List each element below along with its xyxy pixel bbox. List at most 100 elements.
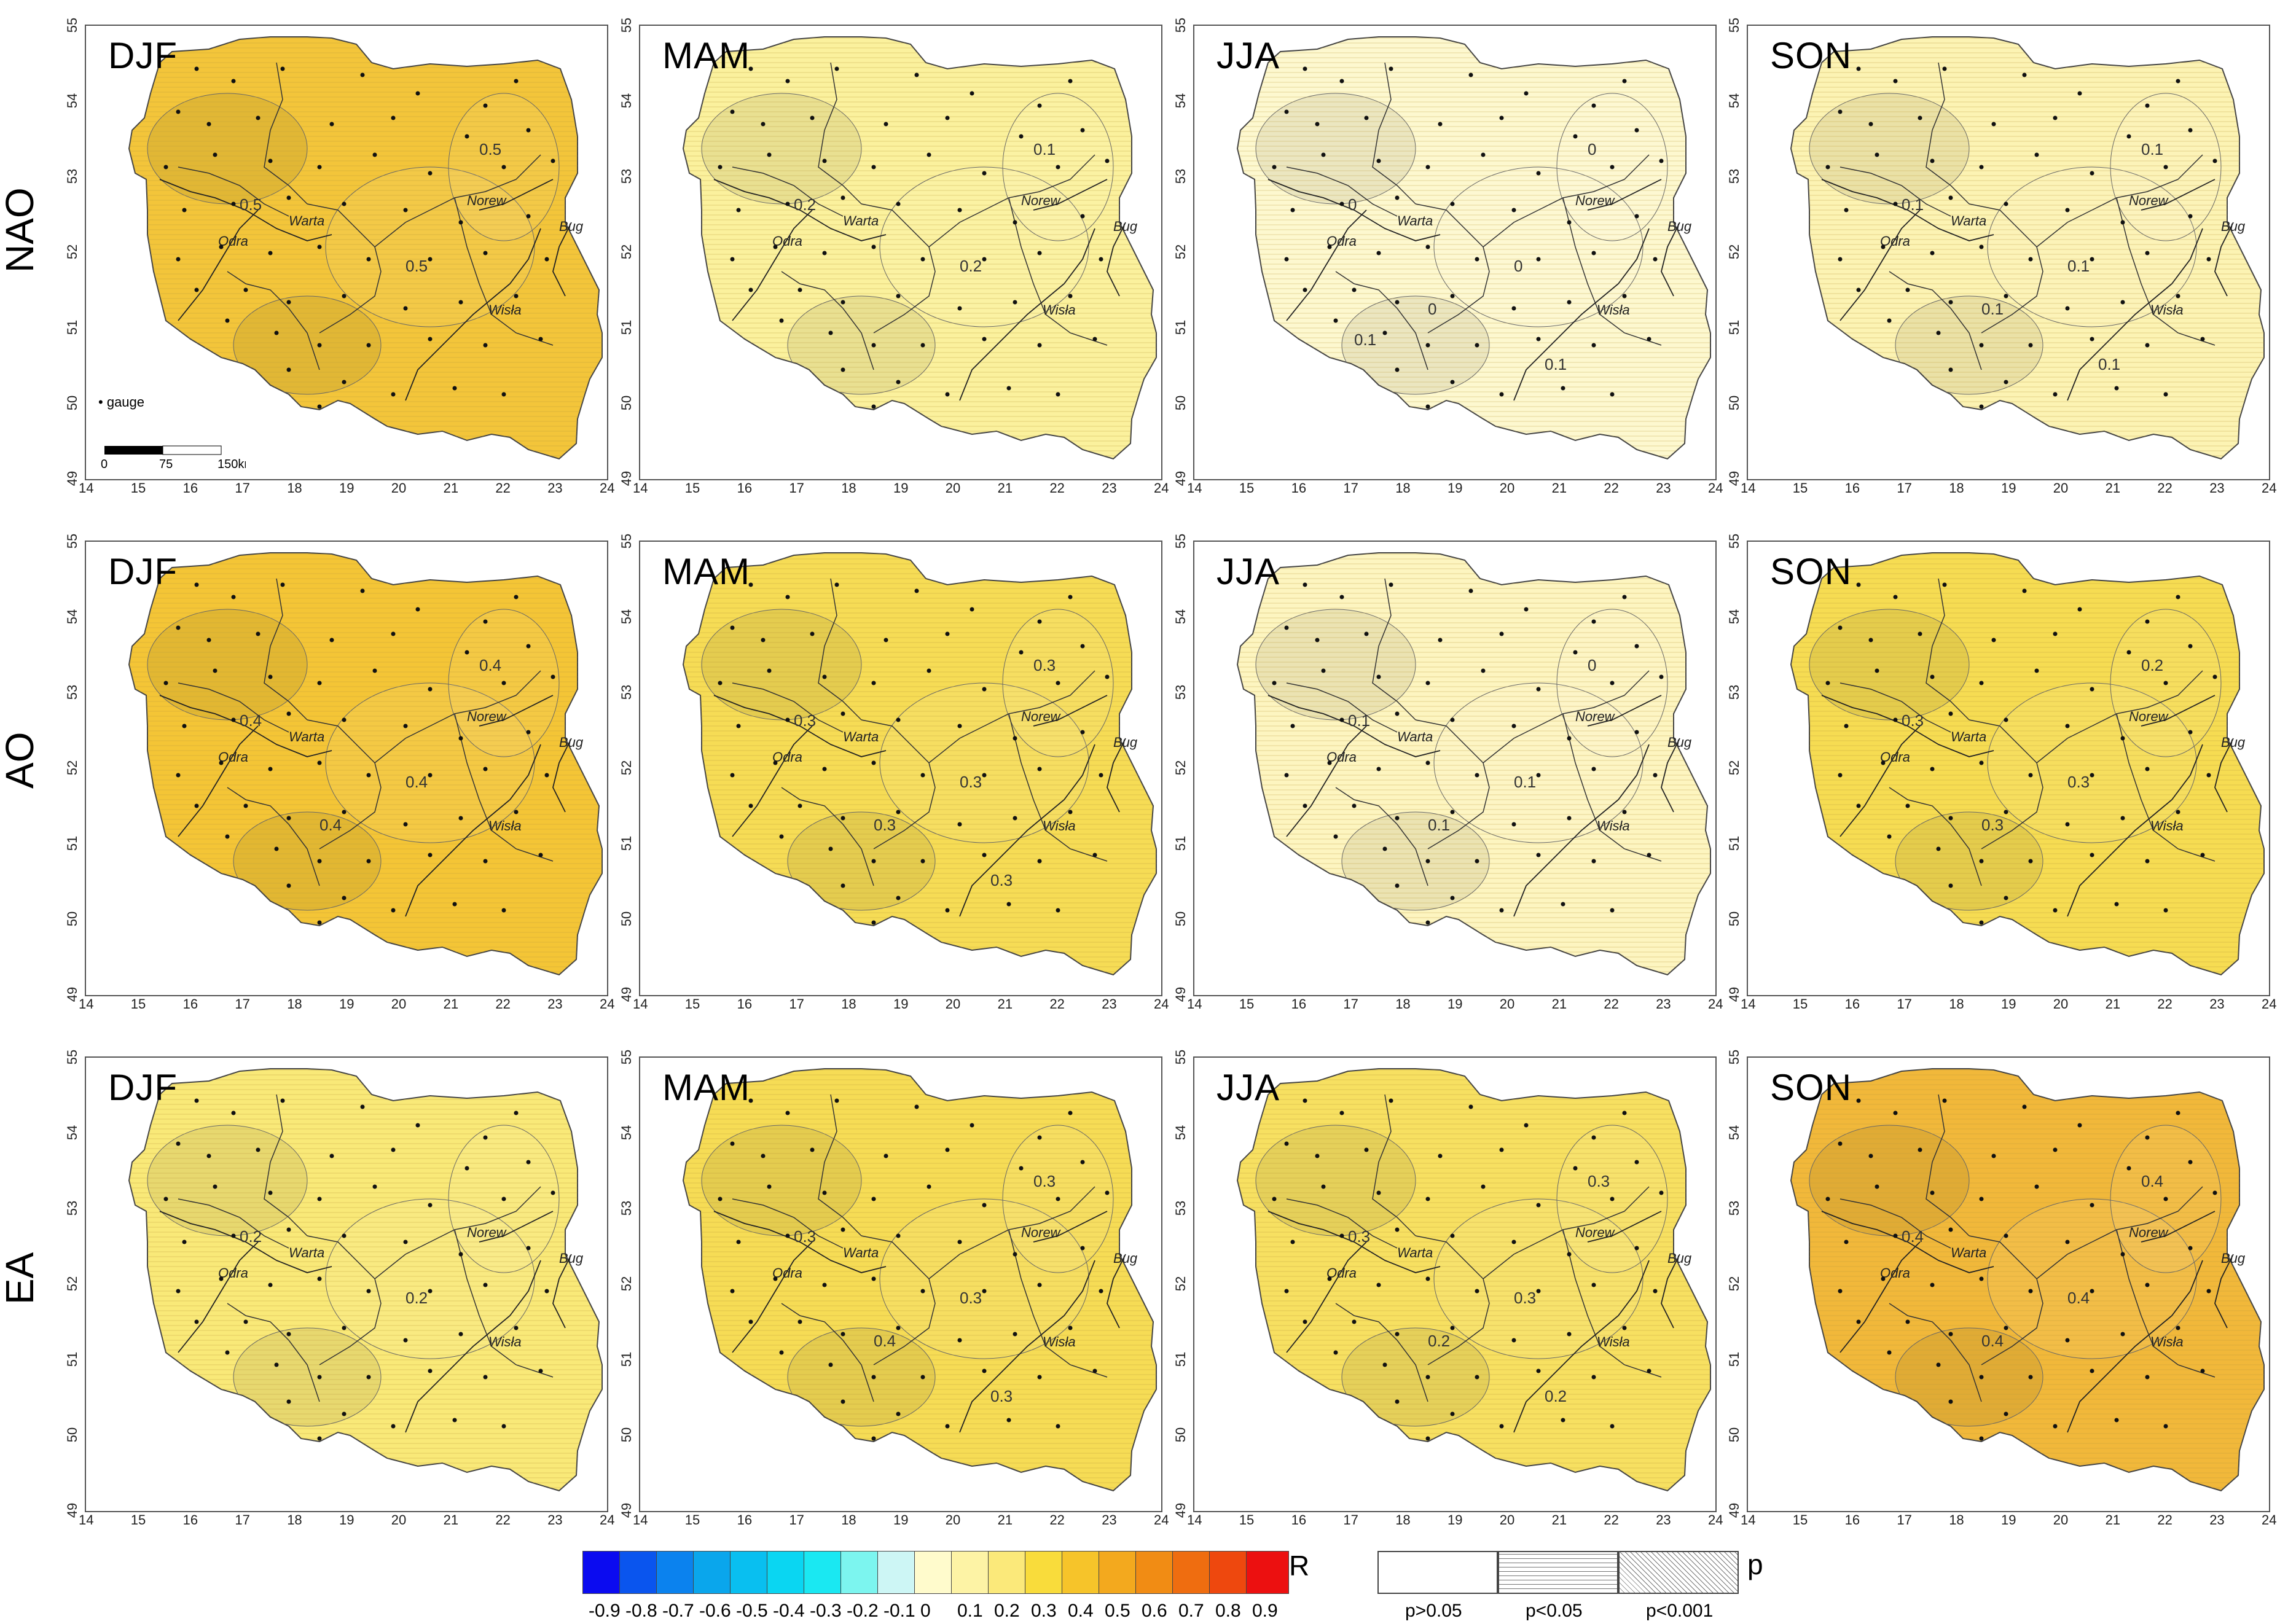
- colorbar-swatch: [619, 1551, 662, 1594]
- gauge-point: [920, 257, 925, 262]
- gauge-point: [329, 1154, 334, 1158]
- p-legend-title: p: [1747, 1548, 1763, 1580]
- gauge-point: [1468, 588, 1473, 593]
- gauge-point: [286, 300, 291, 305]
- gauge-point: [1056, 908, 1060, 913]
- gauge-point: [2163, 1197, 2168, 1201]
- gauge-point: [458, 1252, 463, 1257]
- y-tick-label: 49: [619, 1502, 635, 1518]
- gauge-point: [1653, 257, 1658, 262]
- river-line: [1513, 228, 1650, 401]
- x-tick-label: 24: [1708, 1512, 1723, 1528]
- x-tick-label: 18: [287, 1512, 302, 1528]
- gauge-point: [1475, 343, 1479, 348]
- region-border: [1335, 787, 1428, 886]
- contour-label: 0.1: [1348, 711, 1370, 730]
- gauge-point: [483, 619, 488, 624]
- gauge-point: [268, 251, 273, 256]
- y-tick-label: 50: [619, 395, 635, 411]
- gauge-point: [927, 668, 931, 673]
- gauge-point: [176, 625, 181, 630]
- gauge-point: [483, 859, 488, 864]
- river-line: [1286, 1241, 1367, 1353]
- gauge-point: [225, 318, 230, 323]
- gauge-point: [1991, 122, 1996, 127]
- season-label: SON: [1770, 1067, 1852, 1108]
- x-tick-label: 24: [600, 1512, 615, 1528]
- x-tick-label: 21: [443, 480, 459, 496]
- x-tick-label: 24: [1708, 480, 1723, 496]
- gauge-point: [2145, 103, 2150, 108]
- season-label: MAM: [662, 35, 750, 76]
- gauge-point: [163, 165, 168, 170]
- gauge-point: [2145, 251, 2150, 256]
- gauge-point: [730, 109, 735, 114]
- gauge-point: [2090, 1203, 2094, 1208]
- gauge-point: [1037, 1135, 1042, 1140]
- contour-layer: [1237, 1069, 1710, 1491]
- river-label: Warta: [843, 1245, 879, 1260]
- gauge-point: [2053, 1424, 2058, 1429]
- scale-bar-label: 0: [101, 458, 108, 471]
- gauge-point: [785, 1233, 790, 1238]
- gauge-point: [219, 1276, 224, 1281]
- river-line: [1513, 744, 1650, 917]
- gauge-point: [883, 122, 888, 127]
- y-tick-label: 50: [1726, 395, 1742, 411]
- x-tick-label: 18: [1949, 996, 1964, 1012]
- x-tick-label: 22: [2157, 480, 2172, 496]
- y-tick-label: 52: [619, 760, 635, 776]
- gauge-point: [403, 822, 408, 827]
- x-tick-label: 20: [945, 1512, 961, 1528]
- gauge-point: [342, 1325, 347, 1330]
- gauge-point: [810, 1147, 815, 1152]
- gauge-point: [1634, 1246, 1639, 1251]
- gauge-point: [1918, 631, 1922, 636]
- gauge-point: [785, 79, 790, 84]
- river-label: Warta: [843, 213, 879, 228]
- gauge-point: [1875, 152, 1879, 157]
- map-panel-nao-son: Warta Norew Bug Odra Wisła 0.1 0.1 0.1 0.1 0.1 SON: [1747, 25, 2270, 480]
- gauge-point: [1481, 152, 1486, 157]
- map-panel-nao-mam: Warta Norew Bug Odra Wisła 0.2 0.2 0.1 MAM: [639, 25, 1162, 480]
- gauge-point: [1425, 681, 1430, 685]
- gauge-point: [2212, 158, 2217, 163]
- gauge-point: [1395, 1227, 1400, 1232]
- gauge-point: [428, 1203, 433, 1208]
- gauge-point: [1339, 595, 1344, 599]
- gauge-point: [2053, 1147, 2058, 1152]
- gauge-point: [1610, 392, 1615, 397]
- x-tick-label: 24: [2262, 480, 2277, 496]
- contour-layer: [129, 553, 602, 975]
- gauge-point: [526, 1246, 531, 1251]
- gauge-point: [871, 1375, 876, 1380]
- contour-label: 0.2: [794, 195, 816, 214]
- y-tick-label: 53: [65, 684, 80, 700]
- river-line: [2067, 744, 2203, 917]
- gauge-point: [1536, 257, 1541, 262]
- season-label: JJA: [1216, 551, 1280, 592]
- gauge-point: [2077, 607, 2082, 612]
- y-tick-label: 55: [619, 533, 635, 549]
- x-tick-label: 24: [2262, 1512, 2277, 1528]
- gauge-point: [1068, 294, 1073, 299]
- gauge-point: [286, 1399, 291, 1404]
- gauge-point: [2145, 1375, 2150, 1380]
- gauge-point: [1450, 1233, 1455, 1238]
- river-line: [959, 1260, 1095, 1433]
- gauge-point: [403, 1239, 408, 1244]
- gauge-point: [1567, 300, 1572, 305]
- gauge-point: [1936, 330, 1941, 335]
- gauge-point: [1610, 908, 1615, 913]
- gauge-point: [1979, 165, 1984, 170]
- x-tick-label: 19: [339, 480, 355, 496]
- colorbar-label: -0.4: [773, 1601, 805, 1621]
- gauge-point: [730, 1141, 735, 1146]
- y-tick-label: 54: [619, 609, 635, 625]
- gauge-point: [1659, 674, 1664, 679]
- gauge-point: [2163, 392, 2168, 397]
- gauge-point: [1936, 846, 1941, 851]
- gauge-point: [2120, 736, 2125, 741]
- contour-label: 0.2: [1428, 1332, 1450, 1350]
